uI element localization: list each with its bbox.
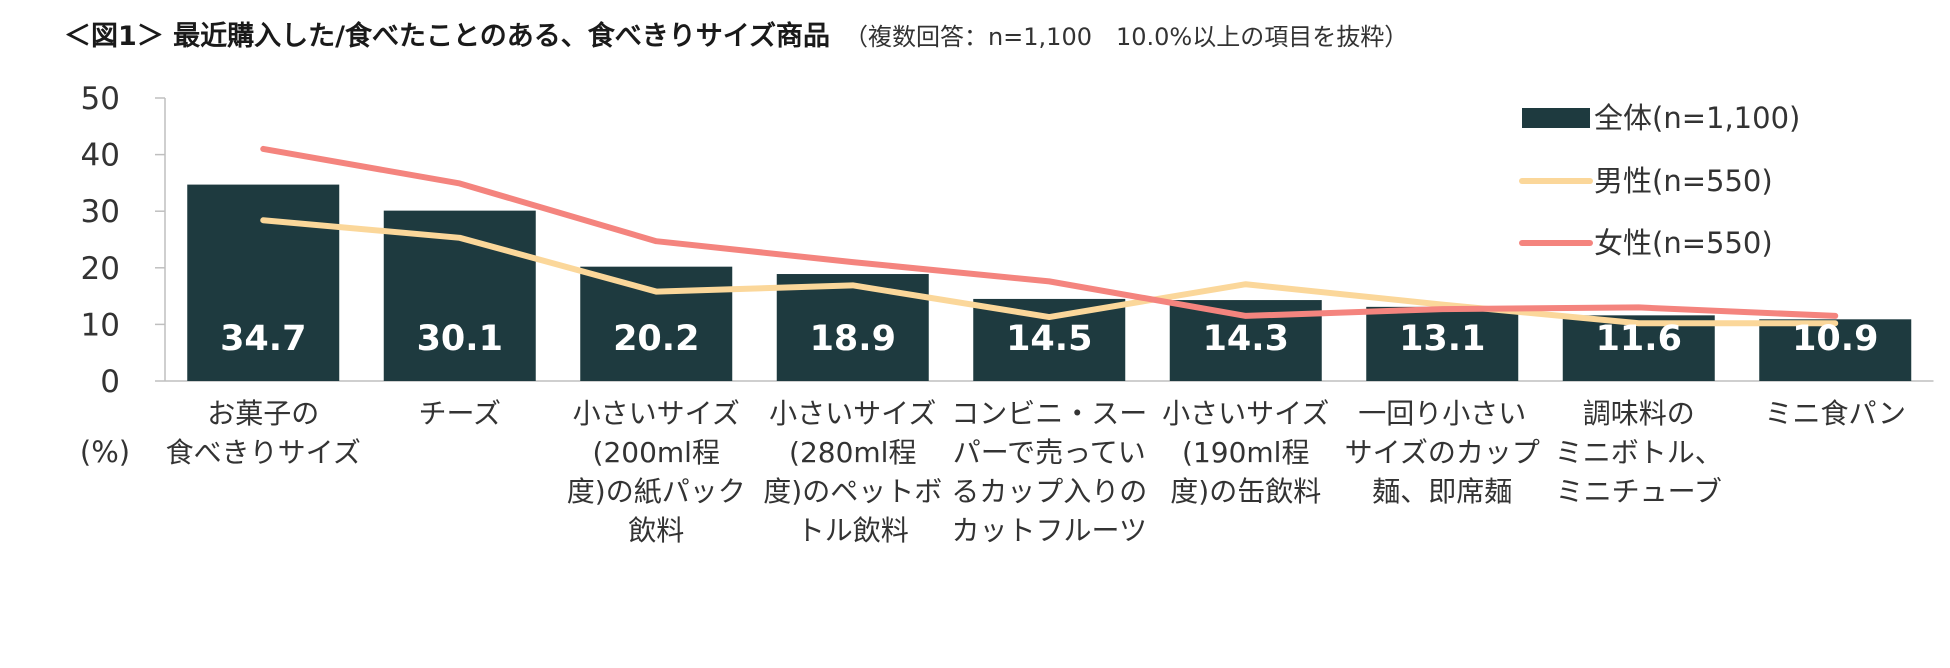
category-label: サイズのカップ	[1345, 436, 1540, 469]
category-label: 小さいサイズ	[1162, 397, 1329, 430]
category-label: 調味料の	[1583, 397, 1695, 430]
category-label: 一回り小さい	[1358, 397, 1526, 430]
male-series-line	[260, 217, 1839, 327]
y-tick-label: 30	[81, 194, 120, 230]
category-label: るカップ入りの	[951, 475, 1147, 508]
bar-value-label: 14.3	[1203, 319, 1289, 359]
bar-value-label: 20.2	[613, 319, 699, 359]
y-tick-label: 20	[81, 251, 120, 287]
category-label: 度)のペットボ	[763, 475, 942, 508]
legend-label: 女性(n=550)	[1594, 226, 1773, 260]
category-label: チーズ	[418, 397, 501, 430]
legend-label: 全体(n=1,100)	[1594, 101, 1800, 135]
bar	[580, 266, 733, 381]
category-label: 度)の紙パック	[567, 475, 746, 508]
category-label: 飲料	[628, 514, 684, 547]
category-label: トル飲料	[797, 514, 909, 547]
category-label: 小さいサイズ	[573, 397, 740, 430]
bar-value-label: 34.7	[220, 319, 306, 359]
bar-value-label: 10.9	[1792, 319, 1878, 359]
category-label: 小さいサイズ	[769, 397, 936, 430]
legend: 全体(n=1,100) 男性(n=550) 女性(n=550)	[1519, 101, 1800, 260]
bar-value-label: 30.1	[417, 319, 503, 359]
y-tick-label: 0	[100, 364, 120, 400]
category-label: (190ml程	[1182, 436, 1309, 469]
category-label: (280ml程	[789, 436, 916, 469]
category-label: ミニボトル、	[1555, 436, 1723, 469]
category-label: お菓子の	[207, 397, 319, 430]
chart-title-main: ＜図1＞ 最近購入した/食べたことのある、食べきりサイズ商品	[64, 21, 830, 52]
bar	[1759, 319, 1912, 381]
bar-value-label: 18.9	[810, 319, 896, 359]
female-series-line	[260, 145, 1839, 319]
bar-value-label: 11.6	[1596, 319, 1682, 359]
legend-label: 男性(n=550)	[1594, 164, 1773, 198]
category-label: ミニ食パン	[1765, 397, 1906, 430]
bar-value-label: 13.1	[1399, 319, 1485, 359]
y-tick-label: 40	[81, 138, 120, 174]
y-tick-label: 10	[81, 307, 120, 343]
category-label: (200ml程	[593, 436, 720, 469]
category-label: 食べきりサイズ	[166, 436, 361, 469]
bar-value-label: 14.5	[1006, 319, 1092, 359]
y-axis-unit-label: (%)	[80, 435, 130, 469]
category-label: ミニチューブ	[1556, 475, 1722, 508]
chart-title: ＜図1＞ 最近購入した/食べたことのある、食べきりサイズ商品 （複数回答：n=1,…	[64, 14, 1408, 53]
category-label: 度)の缶飲料	[1170, 475, 1321, 508]
line-series	[260, 145, 1839, 327]
category-label: カットフルーツ	[952, 514, 1147, 547]
legend-swatch-bar	[1522, 108, 1590, 128]
data-labels: 34.7 30.1 20.2 18.9 14.5 14.3 13.1 11.6 10.9	[220, 319, 1878, 359]
chart-title-note: （複数回答：n=1,100 10.0%以上の項目を抜粋）	[843, 23, 1409, 51]
bar	[973, 298, 1126, 381]
bar	[1562, 315, 1715, 381]
category-label: コンビニ・スー	[951, 397, 1147, 430]
category-label: パーで売ってい	[953, 436, 1146, 469]
category-label: 麺、即席麺	[1372, 475, 1512, 508]
y-tick-label: 50	[81, 81, 120, 117]
bar	[1366, 306, 1519, 381]
